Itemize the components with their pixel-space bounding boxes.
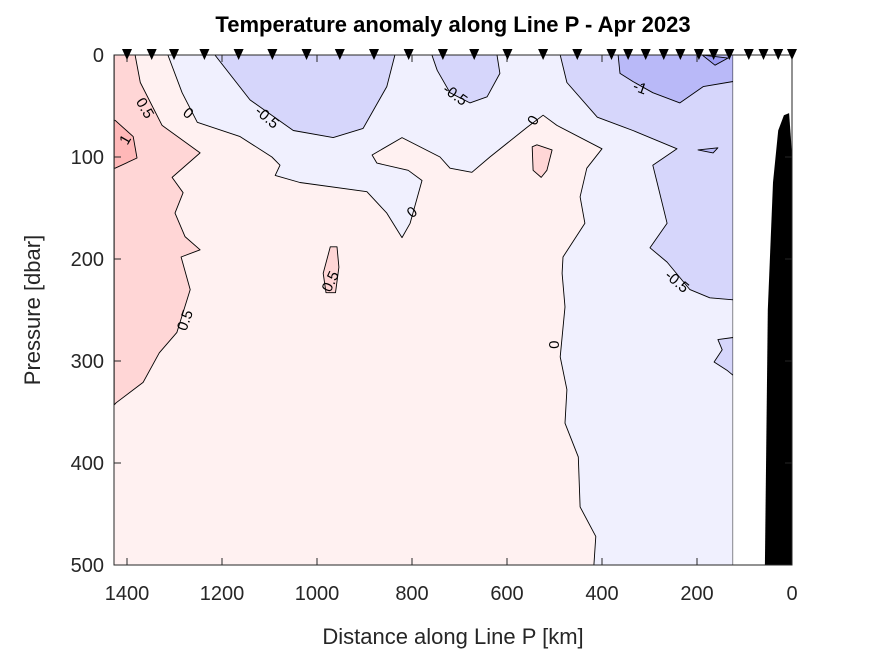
y-tick-label: 300 bbox=[71, 351, 104, 373]
station-marker bbox=[169, 49, 180, 60]
y-tick-label: 400 bbox=[71, 453, 104, 475]
x-tick-label: 1400 bbox=[105, 583, 150, 605]
station-marker bbox=[301, 49, 312, 60]
contour-region-0.5_to_1 bbox=[114, 55, 201, 406]
station-marker bbox=[640, 49, 651, 60]
station-marker bbox=[787, 49, 797, 60]
y-tick-label: 500 bbox=[71, 555, 104, 577]
contour-region--1_to_-0.5 bbox=[559, 55, 734, 301]
station-marker bbox=[724, 49, 735, 60]
station-marker bbox=[469, 49, 480, 60]
station-marker bbox=[658, 49, 669, 60]
station-marker bbox=[606, 49, 617, 60]
contour-label: 0 bbox=[546, 341, 563, 349]
x-tick-label: 600 bbox=[490, 583, 523, 605]
y-axis-label: Pressure [dbar] bbox=[20, 235, 45, 385]
station-marker bbox=[623, 49, 634, 60]
contour-region--1_to_-0.5 bbox=[214, 55, 396, 139]
x-tick-label: 1200 bbox=[200, 583, 245, 605]
contour-label: 0.5 bbox=[174, 308, 197, 333]
station-marker bbox=[403, 49, 414, 60]
station-marker bbox=[675, 49, 686, 60]
contour-region-0.5_to_1 bbox=[322, 246, 340, 294]
station-marker bbox=[708, 49, 719, 60]
station-marker bbox=[369, 49, 379, 60]
x-tick-label: 800 bbox=[395, 583, 428, 605]
x-tick-label: 200 bbox=[680, 583, 713, 605]
x-axis-ticks: 1400 1200 1000 800 600 400 200 0 bbox=[105, 55, 798, 605]
bathymetry bbox=[764, 113, 792, 565]
station-marker bbox=[743, 49, 754, 60]
x-tick-label: 1000 bbox=[295, 583, 340, 605]
y-tick-label: 100 bbox=[71, 147, 104, 169]
axes-box bbox=[113, 54, 793, 566]
y-tick-label: 0 bbox=[93, 45, 104, 67]
x-tick-label: 400 bbox=[585, 583, 618, 605]
x-axis-label: Distance along Line P [km] bbox=[322, 624, 583, 649]
contour-region-0.5_to_1 bbox=[531, 144, 553, 178]
station-marker bbox=[502, 49, 513, 60]
station-marker bbox=[693, 49, 704, 60]
station-marker bbox=[146, 49, 157, 60]
y-axis-ticks: 0 100 200 300 400 500 bbox=[71, 45, 792, 577]
station-marker bbox=[199, 49, 210, 60]
station-marker bbox=[773, 49, 784, 60]
station-marker bbox=[572, 49, 583, 60]
y-tick-label: 200 bbox=[71, 249, 104, 271]
contour-region--1_to_-0.5 bbox=[431, 55, 501, 104]
x-tick-label: 0 bbox=[786, 583, 797, 605]
station-markers bbox=[122, 49, 797, 60]
station-marker bbox=[122, 49, 132, 60]
chart-title: Temperature anomaly along Line P - Apr 2… bbox=[215, 12, 690, 37]
contour-region--1.5_to_-1 bbox=[697, 147, 719, 154]
bathymetry-layer bbox=[764, 113, 792, 565]
station-marker bbox=[538, 49, 549, 60]
contour-label: -1 bbox=[631, 78, 649, 99]
station-marker bbox=[334, 49, 345, 60]
station-marker bbox=[267, 49, 278, 60]
contour-regions bbox=[114, 55, 792, 565]
station-marker bbox=[437, 49, 448, 60]
station-marker bbox=[233, 49, 244, 60]
station-marker bbox=[758, 49, 769, 60]
contour-region--0.5_to_0 bbox=[167, 55, 734, 565]
